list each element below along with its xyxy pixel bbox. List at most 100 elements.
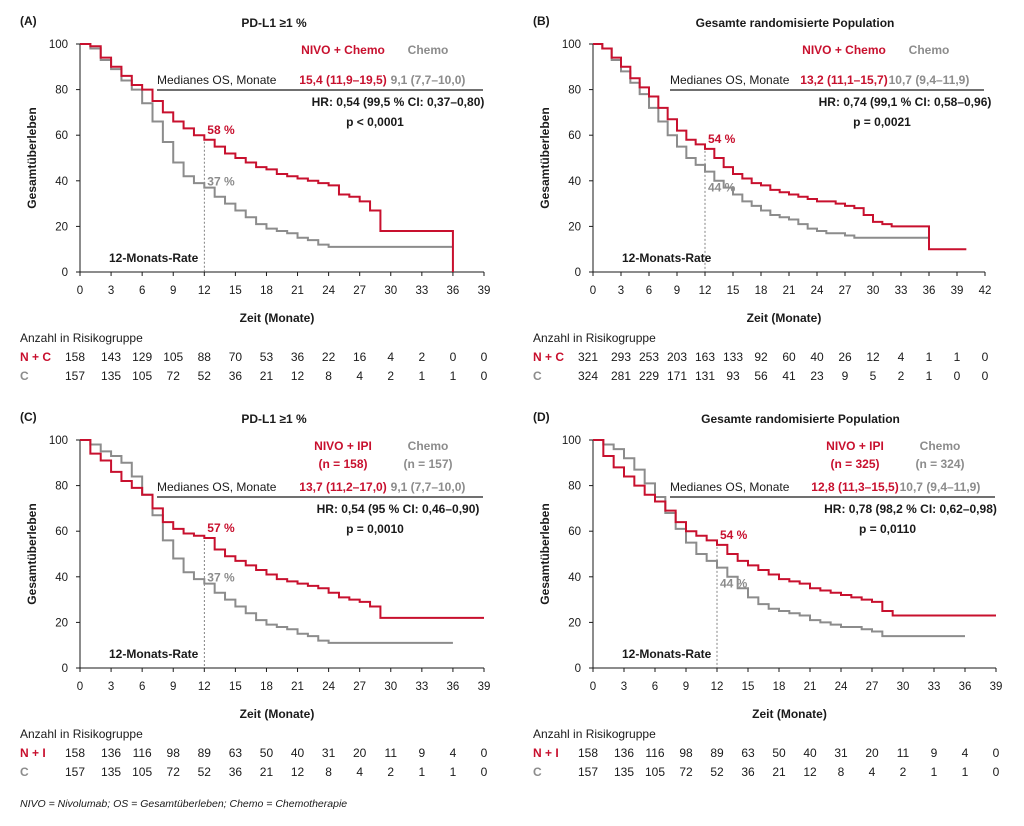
x-tick-label: 18 xyxy=(755,285,768,297)
risk-cell: 0 xyxy=(481,765,488,779)
x-tick-label: 21 xyxy=(291,681,304,693)
risk-cell: 11 xyxy=(897,746,910,760)
y-tick-label: 0 xyxy=(575,663,581,675)
control-curve xyxy=(80,439,453,644)
chart-title: Gesamte randomisierte Population xyxy=(701,412,900,426)
risk-row-label: N + C xyxy=(20,350,51,364)
risk-cell: 1 xyxy=(926,369,933,383)
risk-cell: 36 xyxy=(741,765,755,779)
x-tick-label: 3 xyxy=(618,285,624,297)
y-axis-label: Gesamtüberleben xyxy=(538,503,552,604)
risk-cell: 36 xyxy=(229,369,243,383)
risk-cell: 253 xyxy=(639,350,659,364)
risk-cell: 136 xyxy=(101,746,121,760)
risk-cell: 8 xyxy=(838,765,845,779)
risk-cell: 63 xyxy=(229,746,243,760)
y-tick-label: 0 xyxy=(62,267,68,279)
risk-cell: 0 xyxy=(450,350,457,364)
x-tick-label: 39 xyxy=(951,285,964,297)
risk-cell: 31 xyxy=(322,746,336,760)
risk-cell: 40 xyxy=(810,350,824,364)
legend-control-label: Chemo xyxy=(909,43,950,57)
risk-cell: 89 xyxy=(198,746,212,760)
legend-treatment-n: (n = 158) xyxy=(318,457,367,471)
x-tick-label: 36 xyxy=(447,681,460,693)
y-tick-label: 80 xyxy=(568,481,581,493)
x-tick-label: 15 xyxy=(229,681,242,693)
risk-cell: 52 xyxy=(198,369,212,383)
rate-label-control: 44 % xyxy=(708,181,736,195)
x-tick-label: 36 xyxy=(959,681,972,693)
x-tick-label: 12 xyxy=(198,285,211,297)
x-tick-label: 21 xyxy=(783,285,796,297)
x-tick-label: 9 xyxy=(170,285,176,297)
legend-treatment-label: NIVO + IPI xyxy=(314,439,372,453)
risk-cell: 1 xyxy=(931,765,938,779)
risk-cell: 22 xyxy=(322,350,336,364)
risk-cell: 1 xyxy=(450,765,457,779)
control-curve xyxy=(593,439,965,638)
twelve-month-rate-label: 12-Monats-Rate xyxy=(622,251,712,265)
risk-cell: 143 xyxy=(101,350,121,364)
y-tick-label: 60 xyxy=(55,526,68,538)
y-tick-label: 20 xyxy=(568,221,581,233)
risk-cell: 16 xyxy=(353,350,367,364)
risk-cell: 12 xyxy=(291,765,305,779)
rate-label-treatment: 58 % xyxy=(207,123,235,137)
risk-cell: 1 xyxy=(450,369,457,383)
chart-title: PD-L1 ≥1 % xyxy=(241,16,307,30)
y-tick-label: 80 xyxy=(568,85,581,97)
y-axis-label: Gesamtüberleben xyxy=(538,107,552,208)
p-value: p = 0,0010 xyxy=(346,522,404,536)
risk-cell: 50 xyxy=(260,746,274,760)
x-tick-label: 27 xyxy=(353,681,366,693)
panel-label: (C) xyxy=(20,410,37,424)
legend-treatment-label: NIVO + Chemo xyxy=(802,43,886,57)
x-tick-label: 30 xyxy=(867,285,880,297)
risk-cell: 158 xyxy=(65,746,85,760)
y-tick-label: 100 xyxy=(49,39,68,51)
risk-cell: 12 xyxy=(803,765,817,779)
hazard-ratio: HR: 0,54 (99,5 % CI: 0,37–0,80) xyxy=(312,95,485,109)
x-tick-label: 12 xyxy=(711,681,724,693)
y-tick-label: 40 xyxy=(55,176,68,188)
x-tick-label: 33 xyxy=(415,681,428,693)
y-tick-label: 20 xyxy=(568,617,581,629)
median-os-label: Medianes OS, Monate xyxy=(157,480,277,494)
risk-cell: 92 xyxy=(754,350,768,364)
x-tick-label: 9 xyxy=(674,285,680,297)
risk-cell: 1 xyxy=(419,369,426,383)
x-axis-label: Zeit (Monate) xyxy=(240,707,315,721)
risk-cell: 56 xyxy=(754,369,768,383)
x-tick-label: 18 xyxy=(773,681,786,693)
risk-cell: 9 xyxy=(931,746,938,760)
median-treatment-value: 13,2 (11,1–15,7) xyxy=(800,73,887,87)
risk-cell: 2 xyxy=(419,350,426,364)
risk-cell: 23 xyxy=(810,369,824,383)
x-tick-label: 27 xyxy=(839,285,852,297)
risk-table-title: Anzahl in Risikogruppe xyxy=(533,727,656,741)
y-tick-label: 100 xyxy=(562,435,581,447)
risk-cell: 157 xyxy=(65,369,85,383)
risk-cell: 93 xyxy=(726,369,740,383)
panel-label: (B) xyxy=(533,14,550,28)
x-tick-label: 18 xyxy=(260,681,273,693)
p-value: p = 0,0021 xyxy=(853,115,911,129)
chart-title: PD-L1 ≥1 % xyxy=(241,412,307,426)
risk-row-label: C xyxy=(533,369,542,383)
x-tick-label: 21 xyxy=(804,681,817,693)
risk-cell: 63 xyxy=(741,746,755,760)
risk-cell: 40 xyxy=(291,746,305,760)
risk-cell: 281 xyxy=(611,369,631,383)
footer-note: NIVO = Nivolumab; OS = Gesamtüberleben; … xyxy=(20,798,347,810)
risk-cell: 4 xyxy=(356,765,363,779)
panel-label: (A) xyxy=(20,14,37,28)
x-tick-label: 12 xyxy=(699,285,712,297)
risk-cell: 98 xyxy=(679,746,693,760)
x-tick-label: 24 xyxy=(811,285,824,297)
y-tick-label: 20 xyxy=(55,617,68,629)
risk-cell: 1 xyxy=(926,350,933,364)
